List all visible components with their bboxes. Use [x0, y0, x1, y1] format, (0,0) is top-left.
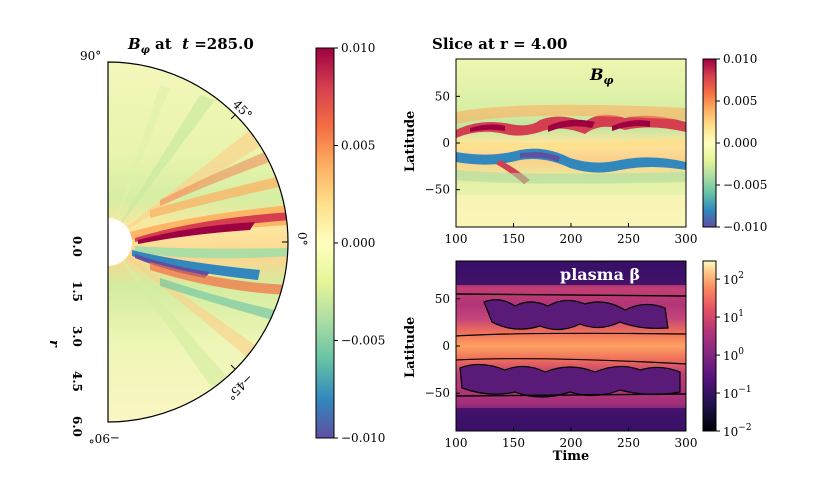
x-tick-label: 100: [445, 232, 468, 246]
y-tick-label: −50: [425, 183, 450, 197]
slice-bphi-annotation-sub: φ: [604, 74, 614, 87]
colorbar-beta-tick-label: 10−1: [723, 385, 752, 401]
colorbar-slice-tick-label: 0.010: [723, 52, 757, 66]
slice-beta-xlabel: Time: [553, 449, 590, 464]
x-tick-label: 250: [617, 436, 640, 450]
y-tick-label: 0: [442, 339, 450, 353]
x-tick-label: 200: [560, 232, 583, 246]
colorbar-polar-tick-label: 0.005: [341, 139, 375, 153]
y-tick-label: −50: [425, 386, 450, 400]
polar-heatmap: [108, 62, 288, 422]
polar-title-sub: φ: [141, 45, 150, 56]
slice-beta-ylabel: Latitude: [403, 317, 418, 378]
polar-angle-ticks: [230, 114, 288, 370]
slice-beta-heatmap: [456, 261, 686, 431]
x-tick-label: 300: [675, 436, 698, 450]
x-tick-label: 100: [445, 436, 468, 450]
colorbar-slice-beta: 102 101 100 10−1 10−2: [702, 260, 752, 439]
x-tick-label: 300: [675, 232, 698, 246]
polar-title-rest: at: [150, 35, 182, 53]
colorbar-beta-tick-label: 102: [723, 271, 744, 287]
slice-bphi-ylabel: Latitude: [403, 111, 418, 172]
colorbar-beta-tick-label: 10−2: [723, 423, 752, 439]
slice-bphi-annotation: Bφ: [589, 65, 614, 87]
colorbar-slice-bphi: 0.010 0.005 0.000 −0.005 −0.010: [702, 52, 767, 234]
x-tick-label: 150: [502, 436, 525, 450]
polar-title-t: t: [182, 35, 189, 53]
colorbar-polar-tick-label: −0.010: [341, 431, 385, 445]
polar-angle-tick-0: 0°: [295, 232, 309, 246]
colorbar-beta-tick-label: 101: [723, 309, 744, 325]
x-tick-label: 200: [560, 436, 583, 450]
polar-radial-tick-4: 6.0: [70, 416, 84, 437]
polar-radial-tick-0: 0.0: [70, 236, 84, 257]
polar-radial-tick-1: 1.5: [70, 281, 84, 302]
slice-bphi-heatmap: [456, 59, 686, 227]
polar-radial-tick-3: 4.5: [70, 371, 84, 392]
polar-panel: 90° 45° 0° −45° −90° 0.0 1.5 3.0 4.5 6.0…: [46, 35, 309, 445]
polar-title-val: =285.0: [189, 35, 254, 53]
y-tick-label: 50: [435, 292, 450, 306]
colorbar-polar-tick-label: 0.000: [341, 236, 375, 250]
polar-title: Bφ at t =285.0: [127, 35, 254, 56]
slice-bphi-title: Slice at r = 4.00: [432, 35, 567, 53]
colorbar-beta-tick-label: 100: [723, 347, 744, 363]
slice-bphi-annotation-var: B: [589, 65, 604, 84]
colorbar-slice-tick-label: 0.000: [723, 136, 757, 150]
y-tick-label: 50: [435, 89, 450, 103]
polar-radial-label: r: [46, 340, 61, 348]
colorbar-slice-tick-label: −0.010: [723, 220, 767, 234]
polar-title-var: B: [127, 35, 141, 53]
colorbar-slice-tick-label: −0.005: [723, 178, 767, 192]
colorbar-polar-tick-label: −0.005: [341, 334, 385, 348]
colorbar-polar: 0.010 0.005 0.000 −0.005 −0.010: [315, 41, 385, 445]
slice-beta-annotation: plasma β: [560, 265, 640, 284]
slice-bphi-panel: Slice at r = 4.00 Bφ 100 150 200 250 300 50 0 −…: [403, 35, 697, 246]
colorbar-polar-tick-label: 0.010: [341, 41, 375, 55]
polar-outline: [107, 61, 289, 423]
polar-angle-tick-90: 90°: [80, 49, 101, 63]
x-tick-label: 250: [617, 232, 640, 246]
y-tick-label: 0: [442, 136, 450, 150]
polar-inner-hole: [108, 218, 132, 266]
x-tick-label: 150: [502, 232, 525, 246]
colorbar-slice-tick-label: 0.005: [723, 94, 757, 108]
polar-angle-tick-neg90: −90°: [89, 431, 120, 445]
polar-radial-tick-2: 3.0: [70, 326, 84, 347]
